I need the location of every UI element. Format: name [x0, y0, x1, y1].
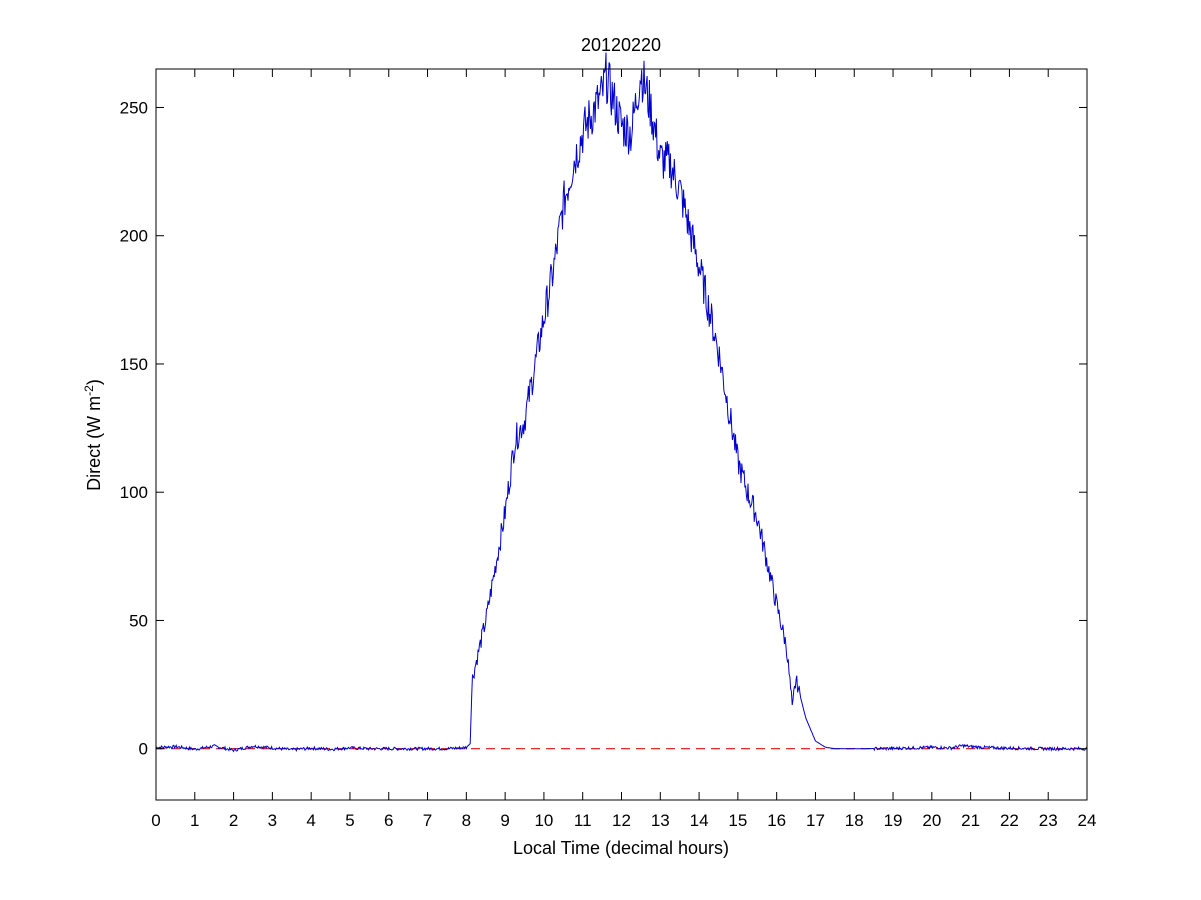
x-tick-label: 16 — [767, 811, 786, 830]
x-tick-label: 7 — [423, 811, 432, 830]
x-tick-label: 9 — [500, 811, 509, 830]
x-tick-label: 23 — [1039, 811, 1058, 830]
x-tick-label: 4 — [306, 811, 315, 830]
series-direct-line — [155, 52, 1088, 753]
x-tick-label: 17 — [806, 811, 825, 830]
y-axis-label-end: ) — [84, 379, 104, 385]
x-axis-label: Local Time (decimal hours) — [513, 838, 729, 858]
x-axis: 0 1 2 3 4 5 6 7 8 9 10 11 12 13 14 15 16 17 18 19 20 21 22 23 24 — [151, 69, 1096, 830]
y-axis-label-main: Direct (W m — [84, 396, 104, 491]
y-tick-label: 250 — [120, 98, 148, 117]
x-tick-label: 12 — [612, 811, 631, 830]
x-tick-label: 20 — [922, 811, 941, 830]
x-tick-label: 15 — [728, 811, 747, 830]
plot-marks — [155, 52, 1088, 753]
x-tick-label: 18 — [845, 811, 864, 830]
x-tick-label: 8 — [462, 811, 471, 830]
x-tick-label: 22 — [1000, 811, 1019, 830]
y-tick-label: 100 — [120, 483, 148, 502]
y-tick-label: 0 — [139, 740, 148, 759]
x-tick-label: 21 — [961, 811, 980, 830]
x-tick-label: 6 — [384, 811, 393, 830]
y-tick-label: 200 — [120, 227, 148, 246]
y-axis-label: Direct (W m-2) — [82, 379, 104, 491]
x-tick-label: 1 — [190, 811, 199, 830]
x-tick-label: 11 — [574, 811, 592, 830]
x-tick-label: 10 — [534, 811, 553, 830]
x-tick-label: 5 — [345, 811, 354, 830]
chart-title: 20120220 — [581, 35, 661, 55]
x-tick-label: 3 — [268, 811, 277, 830]
x-tick-label: 13 — [651, 811, 670, 830]
x-tick-label: 24 — [1078, 811, 1097, 830]
y-axis-label-sup: -2 — [82, 385, 96, 396]
y-tick-label: 150 — [120, 355, 148, 374]
plot-frame — [155, 68, 1088, 801]
y-tick-label: 50 — [129, 611, 148, 630]
x-tick-label: 2 — [229, 811, 238, 830]
x-tick-label: 19 — [884, 811, 903, 830]
x-tick-label: 14 — [690, 811, 709, 830]
y-axis: 0 50 100 150 200 250 — [120, 98, 1087, 759]
x-tick-label: 0 — [151, 811, 160, 830]
